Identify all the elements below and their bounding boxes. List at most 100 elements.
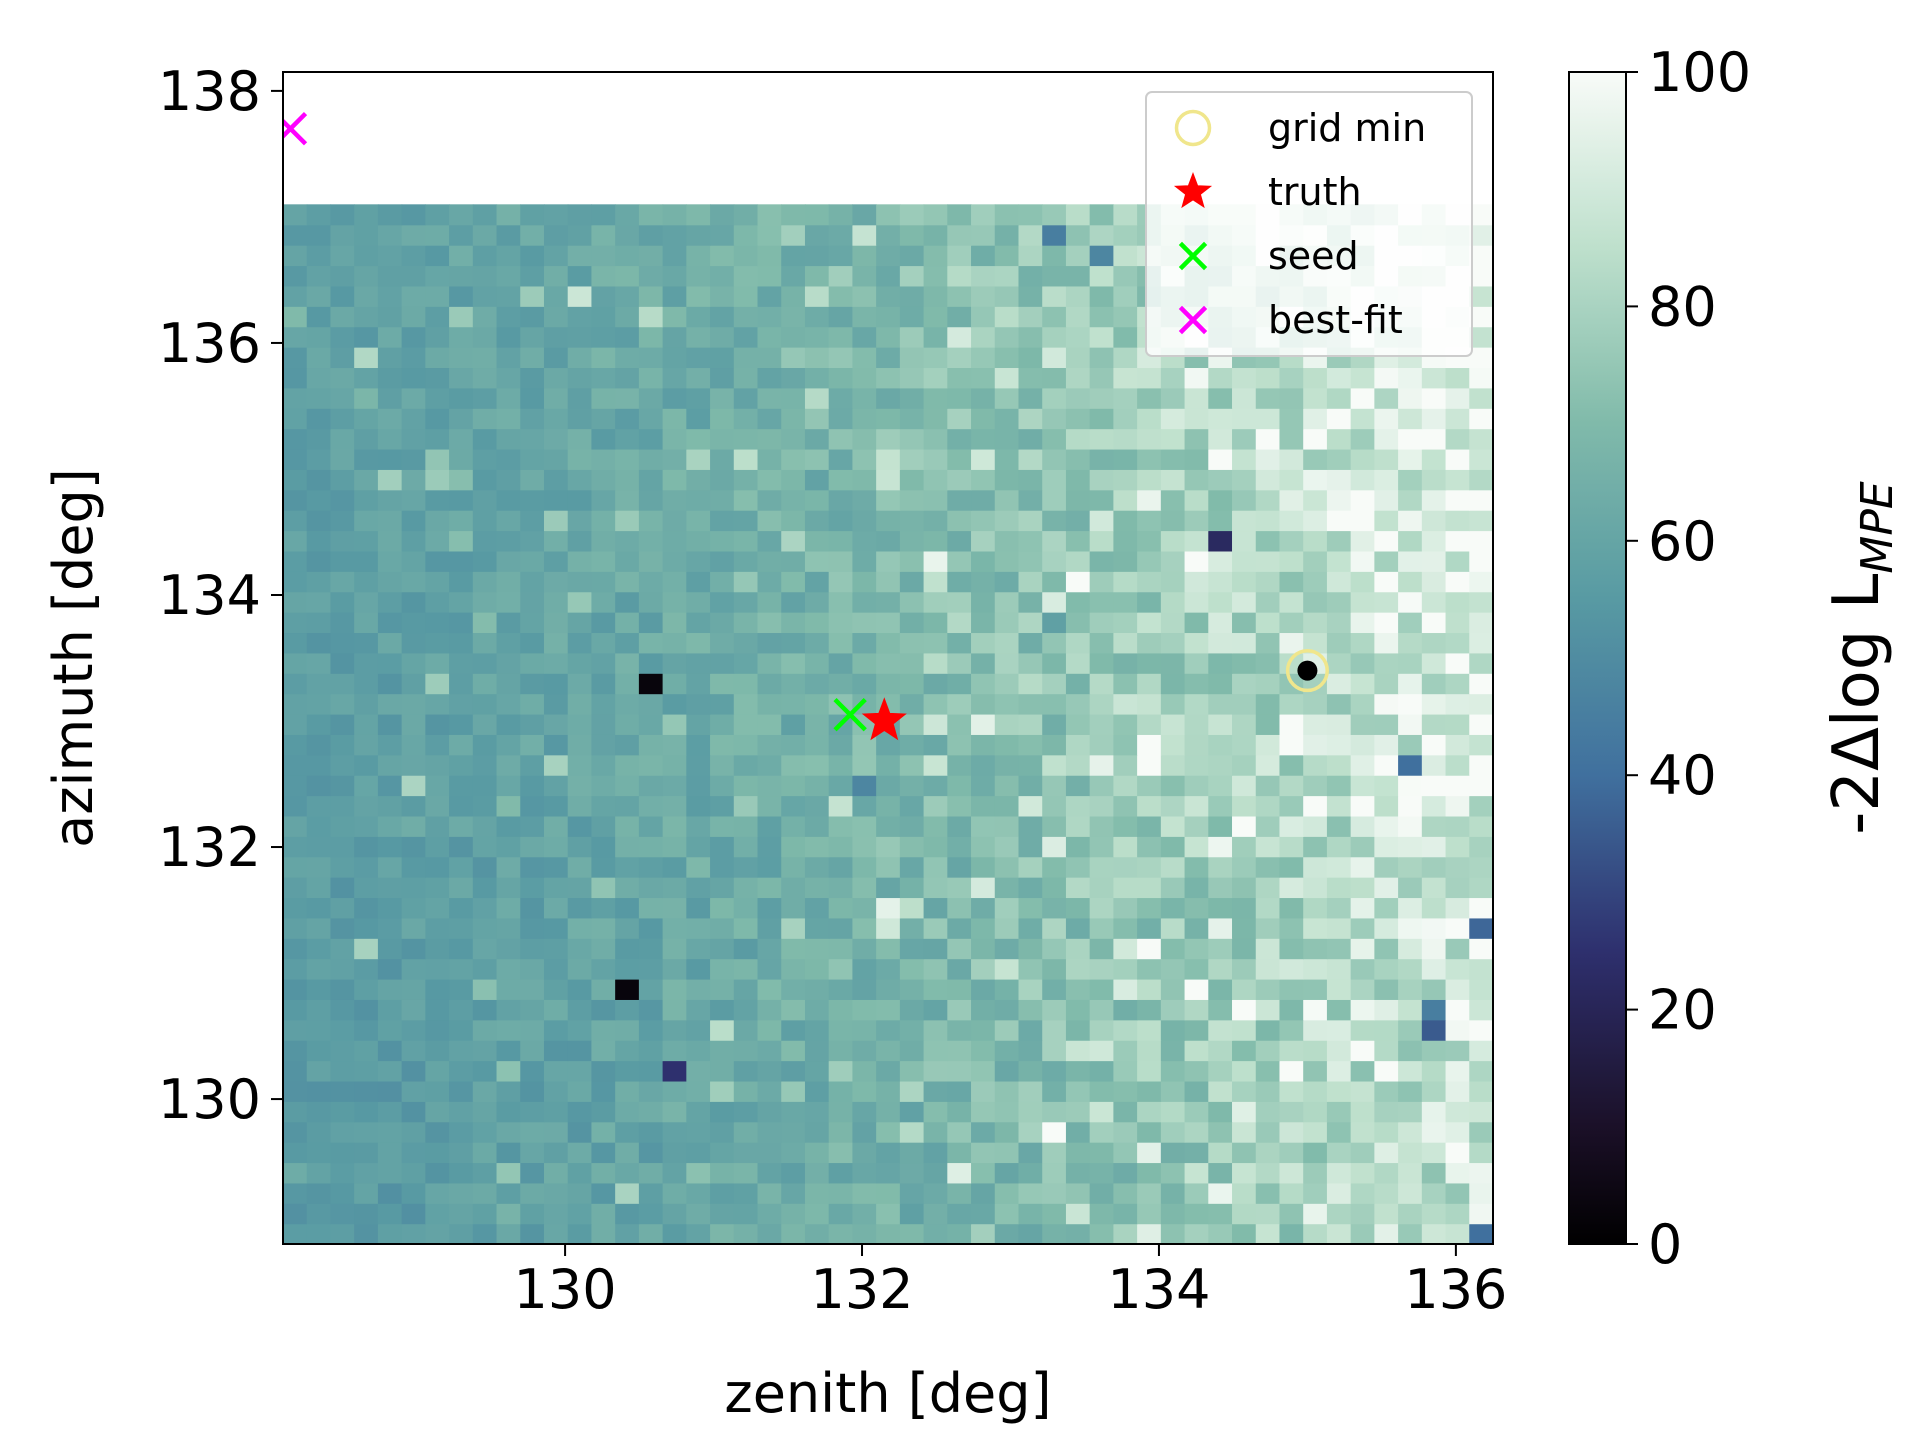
heatmap-cell [567, 1040, 593, 1062]
heatmap-cell [401, 489, 426, 511]
heatmap-cell [1018, 428, 1043, 450]
heatmap-cell [638, 224, 664, 246]
heatmap-cell [899, 326, 925, 348]
heatmap-cell [1255, 693, 1281, 715]
heatmap-cell [1279, 1182, 1304, 1204]
heatmap-cell [472, 775, 498, 797]
heatmap-cell [520, 285, 545, 307]
heatmap-cell [1421, 652, 1447, 674]
heatmap-cell [1350, 1101, 1375, 1123]
heatmap-cell [899, 428, 925, 450]
heatmap-cell [1279, 632, 1304, 654]
heatmap-cell [1208, 510, 1233, 532]
heatmap-cell [1089, 938, 1114, 960]
heatmap-cell [1208, 530, 1233, 552]
heatmap-cell [781, 978, 806, 1000]
heatmap-cell [543, 571, 569, 593]
heatmap-cell [1303, 734, 1328, 756]
heatmap-cell [852, 285, 877, 307]
heatmap-cell [306, 1182, 332, 1204]
heatmap-cell [899, 530, 925, 552]
heatmap-cell [876, 815, 901, 837]
heatmap-cell [1279, 591, 1304, 613]
heatmap-cell [543, 1040, 569, 1062]
heatmap-cell [306, 224, 332, 246]
heatmap-cell [662, 1203, 687, 1225]
heatmap-cell [1469, 1121, 1493, 1143]
heatmap-cell [449, 469, 474, 491]
heatmap-cell [1160, 367, 1186, 389]
heatmap-cell [543, 877, 569, 899]
heatmap-cell [1089, 245, 1114, 267]
colorbar-tick-label: 100 [1648, 41, 1751, 104]
heatmap-cell [733, 224, 759, 246]
heatmap-cell [615, 510, 640, 532]
heatmap-cell [1350, 734, 1375, 756]
heatmap-cell [1065, 367, 1091, 389]
heatmap-cell [472, 408, 498, 430]
heatmap-cell [1018, 734, 1043, 756]
heatmap-cell [1445, 448, 1470, 470]
heatmap-cell [994, 897, 1020, 919]
heatmap-cell [1303, 530, 1328, 552]
heatmap-cell [1208, 1142, 1233, 1164]
heatmap-cell [330, 1182, 355, 1204]
heatmap-cell [781, 1142, 806, 1164]
heatmap-cell [1042, 795, 1067, 817]
heatmap-cell [401, 306, 426, 328]
heatmap-cell [1326, 510, 1352, 532]
heatmap-cell [1232, 999, 1257, 1021]
heatmap-cell [1398, 978, 1423, 1000]
heatmap-cell [472, 285, 498, 307]
heatmap-cell [923, 673, 948, 695]
heatmap-cell [1279, 897, 1304, 919]
heatmap-cell [449, 652, 474, 674]
heatmap-cell [1232, 652, 1257, 674]
heatmap-cell [1374, 571, 1399, 593]
heatmap-cell [354, 652, 379, 674]
heatmap-cell [1326, 1182, 1352, 1204]
heatmap-cell [306, 245, 332, 267]
heatmap-cell [994, 591, 1020, 613]
heatmap-cell [1350, 917, 1375, 939]
heatmap-cell [472, 326, 498, 348]
heatmap-cell [686, 550, 711, 572]
heatmap-cell [1137, 1019, 1162, 1041]
heatmap-cell [1303, 1060, 1328, 1082]
heatmap-cell [520, 856, 545, 878]
heatmap-cell [1232, 815, 1257, 837]
heatmap-cell [733, 775, 759, 797]
colorbar-label: -2Δlog LMPE [1820, 481, 1903, 835]
heatmap-cell [472, 897, 498, 919]
heatmap-cell [1326, 448, 1352, 470]
heatmap-cell [1398, 1019, 1423, 1041]
heatmap-cell [425, 448, 450, 470]
heatmap-cell [377, 836, 403, 858]
heatmap-cell [757, 306, 782, 328]
heatmap-cell [354, 1162, 379, 1184]
heatmap-cell [472, 632, 498, 654]
heatmap-cell [1113, 591, 1138, 613]
heatmap-cell [1255, 612, 1281, 634]
heatmap-cell [1113, 1203, 1138, 1225]
heatmap-cell [1303, 1203, 1328, 1225]
heatmap-cell [1018, 489, 1043, 511]
heatmap-cell [449, 489, 474, 511]
heatmap-cell [971, 1162, 996, 1184]
heatmap-cell [1445, 530, 1470, 552]
heatmap-cell [1445, 958, 1470, 980]
heatmap-cell [283, 530, 308, 552]
heatmap-cell [354, 367, 379, 389]
heatmap-cell [496, 550, 521, 572]
heatmap-cell [662, 978, 687, 1000]
heatmap-cell [1421, 734, 1447, 756]
heatmap-cell [401, 469, 426, 491]
heatmap-cell [662, 1121, 687, 1143]
heatmap-cell [686, 612, 711, 634]
heatmap-cell [496, 978, 521, 1000]
heatmap-cell [1445, 815, 1470, 837]
heatmap-cell [899, 958, 925, 980]
heatmap-cell [1279, 510, 1304, 532]
heatmap-cell [354, 1040, 379, 1062]
heatmap-cell [638, 1223, 664, 1244]
